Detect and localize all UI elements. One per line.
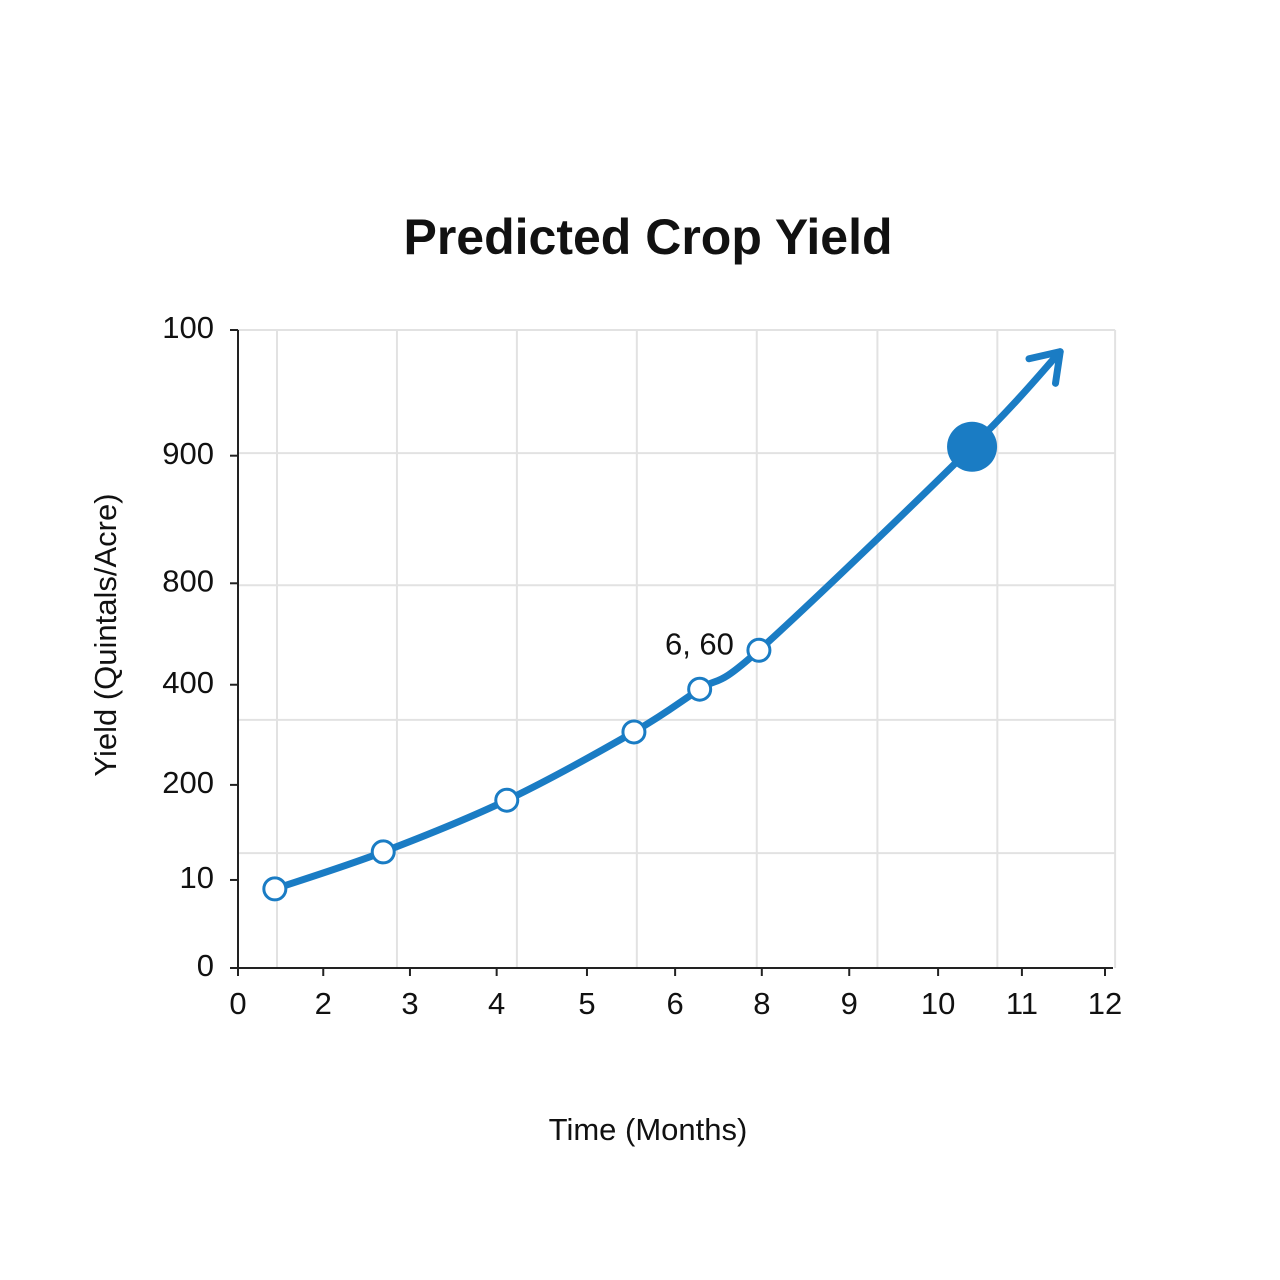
point xyxy=(494,787,520,813)
x-tick-label: 6 xyxy=(666,986,683,1021)
point xyxy=(621,719,647,745)
x-tick-label: 5 xyxy=(578,986,595,1021)
x-tick-label: 0 xyxy=(229,986,246,1021)
x-tick-label: 11 xyxy=(1006,986,1038,1021)
y-tick-label: 800 xyxy=(162,563,214,598)
x-tick-label: 3 xyxy=(401,986,418,1021)
x-tick-label: 10 xyxy=(921,986,955,1021)
x-tick-label: 4 xyxy=(488,986,505,1021)
point xyxy=(262,876,288,902)
point xyxy=(687,676,713,702)
highlight-point xyxy=(947,421,998,472)
point xyxy=(746,637,772,663)
x-tick-label: 8 xyxy=(753,986,770,1021)
annotation: 6, 60 xyxy=(665,626,734,661)
x-tick-label: 9 xyxy=(841,986,858,1021)
y-tick-label: 400 xyxy=(162,665,214,700)
y-tick-label: 0 xyxy=(197,948,214,983)
arrow-head xyxy=(1025,348,1064,387)
y-axis-label: Yield (Quintals/Acre) xyxy=(88,493,123,776)
x-tick-label: 2 xyxy=(315,986,332,1021)
x-tick-label: 12 xyxy=(1088,986,1122,1021)
y-tick-label: 10 xyxy=(180,860,214,895)
y-tick-label: 900 xyxy=(162,436,214,471)
y-tick-label: 100 xyxy=(162,310,214,345)
x-axis-label: Time (Months) xyxy=(549,1112,748,1147)
y-tick-label: 200 xyxy=(162,765,214,800)
chart-title: Predicted Crop Yield xyxy=(403,209,892,265)
point xyxy=(370,839,396,865)
